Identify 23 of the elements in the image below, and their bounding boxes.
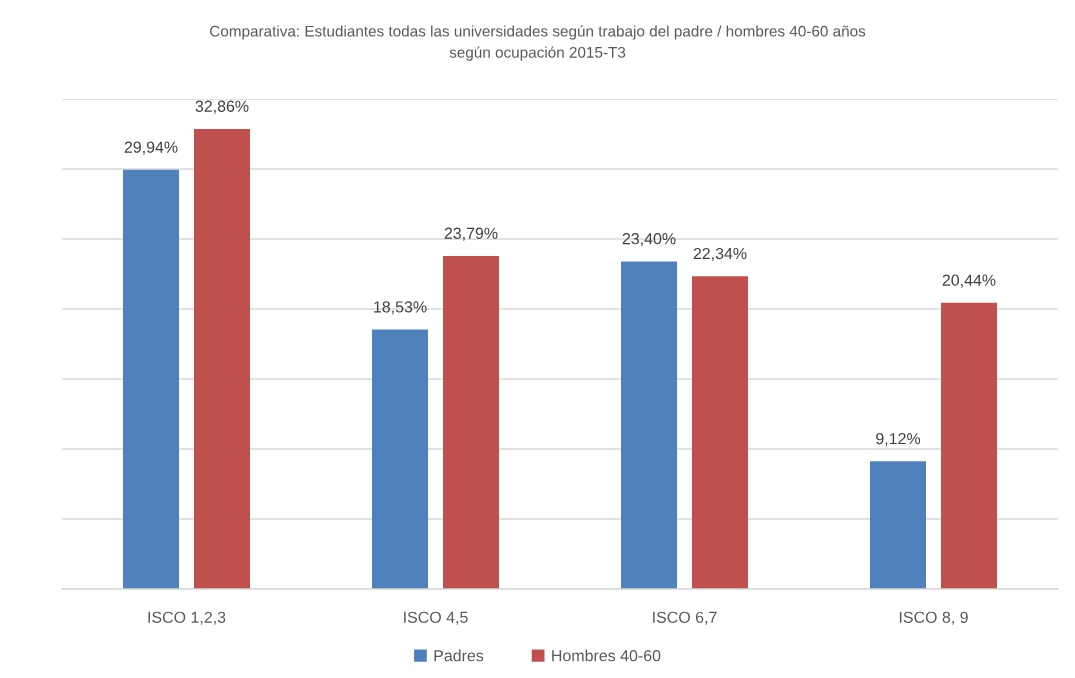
bar	[372, 329, 429, 589]
bar	[870, 461, 927, 589]
chart-title: Comparativa: Estudiantes todas las universidades según trabajo del padre / hombres 40-60 años según ocupación 2015-T3	[210, 25, 866, 61]
data-label: 23,40%	[622, 233, 676, 247]
x-tick-label: ISCO 1,2,3	[148, 611, 226, 625]
data-label: 20,44%	[942, 274, 996, 288]
bar	[940, 302, 997, 589]
data-label: 22,34%	[693, 247, 747, 262]
bar	[193, 128, 250, 589]
data-label: 9,12%	[876, 432, 921, 447]
legend-label: Padres	[434, 649, 484, 662]
data-label: 23,79%	[444, 227, 498, 241]
bar	[621, 261, 678, 589]
bar	[123, 169, 180, 589]
x-tick-label: ISCO 4,5	[404, 611, 468, 625]
data-label: 29,94%	[124, 141, 178, 155]
bar	[691, 276, 748, 589]
legend-label: Hombres 40-60	[552, 649, 661, 662]
data-label: 32,86%	[195, 100, 249, 114]
x-tick-label: ISCO 8, 9	[899, 611, 968, 625]
data-label: 18,53%	[374, 301, 427, 315]
bar	[442, 255, 499, 589]
x-tick-label: ISCO 6,7	[653, 611, 717, 625]
